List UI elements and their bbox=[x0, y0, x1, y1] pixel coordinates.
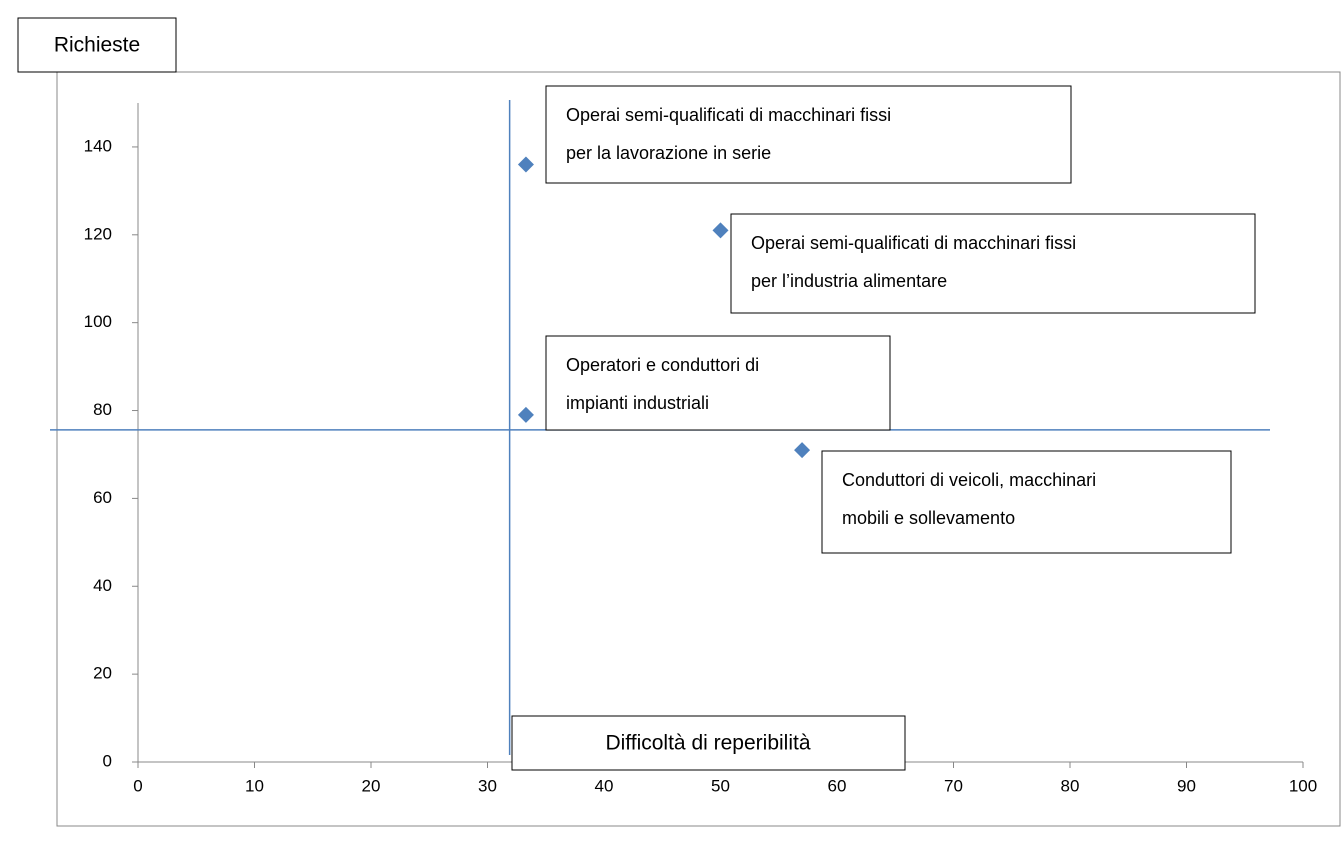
chart-frame bbox=[56, 71, 1341, 827]
x-tick-label: 100 bbox=[1289, 776, 1317, 795]
y-tick-label: 140 bbox=[84, 136, 112, 155]
y-tick-label: 40 bbox=[93, 576, 112, 595]
x-tick-label: 30 bbox=[478, 776, 497, 795]
point bbox=[517, 156, 534, 173]
y-axis-title: Richieste bbox=[54, 34, 140, 57]
annotation: Operai semi-qualificati di macchinari fi… bbox=[730, 213, 1256, 314]
annotation-text: impianti industriali bbox=[566, 393, 709, 413]
annotation-text: Operai semi-qualificati di macchinari fi… bbox=[566, 105, 891, 125]
point bbox=[794, 442, 811, 459]
annotation-frame bbox=[545, 335, 891, 431]
x-tick-label: 10 bbox=[245, 776, 264, 795]
annotation-text: Operatori e conduttori di bbox=[566, 355, 759, 375]
annotation-frame bbox=[730, 213, 1256, 314]
y-tick-label: 100 bbox=[84, 312, 112, 331]
annotation-text: per la lavorazione in serie bbox=[566, 143, 771, 163]
annotation: Operai semi-qualificati di macchinari fi… bbox=[545, 85, 1072, 184]
annotation: Conduttori di veicoli, macchinari mobili … bbox=[821, 450, 1232, 554]
x-tick-label: 0 bbox=[133, 776, 142, 795]
x-tick-label: 50 bbox=[711, 776, 730, 795]
y-tick-label: 80 bbox=[93, 400, 112, 419]
annotation: Operatori e conduttori di impianti indust… bbox=[545, 335, 891, 431]
y-axis-title-frame bbox=[17, 17, 177, 73]
point bbox=[712, 222, 729, 239]
x-tick-label: 60 bbox=[828, 776, 847, 795]
x-axis-title-box: Difficoltà di reperibilità bbox=[511, 715, 906, 771]
annotation-text: Conduttori di veicoli, macchinari bbox=[842, 470, 1096, 490]
x-tick-label: 40 bbox=[595, 776, 614, 795]
plot-area: 0 20 40 60 80 100 120 140 0 10 20 30 40 50 60 70 80 90 100 bbox=[50, 100, 1317, 795]
x-tick-label: 20 bbox=[362, 776, 381, 795]
annotation-frame bbox=[545, 85, 1072, 184]
y-tick-label: 60 bbox=[93, 488, 112, 507]
x-axis-title: Difficoltà di reperibilità bbox=[605, 732, 810, 755]
x-tick-label: 90 bbox=[1177, 776, 1196, 795]
y-tick-label: 120 bbox=[84, 224, 112, 243]
annotation-text: Operai semi-qualificati di macchinari fi… bbox=[751, 233, 1076, 253]
y-axis-title-box: Richieste bbox=[17, 17, 177, 73]
annotation-text: per l’industria alimentare bbox=[751, 271, 947, 291]
annotation-frame bbox=[821, 450, 1232, 554]
y-tick-label: 20 bbox=[93, 664, 112, 683]
y-tick-label: 0 bbox=[103, 751, 112, 770]
x-tick-label: 70 bbox=[944, 776, 963, 795]
point bbox=[517, 406, 534, 423]
annotation-text: mobili e sollevamento bbox=[842, 508, 1015, 528]
x-axis-title-frame bbox=[511, 715, 906, 771]
x-tick-label: 80 bbox=[1061, 776, 1080, 795]
